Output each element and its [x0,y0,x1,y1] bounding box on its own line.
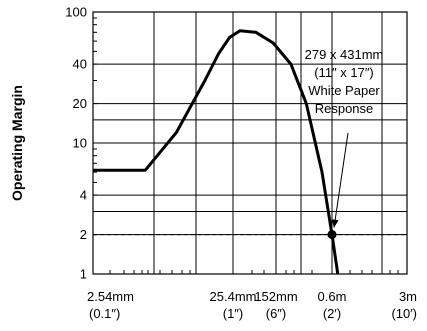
x-tick-sublabel: (6″) [266,306,287,321]
y-tick-labels: 1 2 4 10 20 40 100 [65,5,87,282]
annotation-line: Response [315,101,374,116]
x-tick-label: 0.6m [318,289,347,304]
y-tick-label: 2 [80,227,87,242]
y-tick-label: 10 [73,136,87,151]
y-tick-label: 1 [80,267,87,282]
y-axis-title: Operating Margin [9,85,25,201]
y-tick-label: 20 [73,96,87,111]
grid-lines [93,12,407,274]
annotation-line: (11″ x 17″) [314,65,374,80]
x-tick-sublabel: (0.1″) [89,306,120,321]
annotation-arrow-head [331,219,339,228]
minor-ticks [93,17,399,274]
y-tick-label: 40 [73,57,87,72]
x-tick-label: 3m [399,289,417,304]
x-tick-sublabel: (1″) [223,306,244,321]
x-tick-label: 25.4mm [210,289,257,304]
y-tick-label: 100 [65,5,87,20]
y-tick-label: 4 [80,188,87,203]
x-tick-sublabel: (10′) [391,306,417,321]
operating-margin-curve [93,29,340,275]
x-tick-label: 2.54mm [87,289,134,304]
x-tick-labels: 2.54mm (0.1″) 25.4mm (1″) 152mm (6″) 0.6m (2′) 3… [87,289,417,321]
annotation-label: 279 x 431mm (11″ x 17″) White Paper Respons… [305,47,384,116]
annotation-line: 279 x 431mm [305,47,384,62]
annotation-arrow [333,132,349,228]
white-paper-response-marker [327,230,337,240]
annotation-line: White Paper [308,83,380,98]
x-tick-sublabel: (2′) [323,306,341,321]
x-tick-label: 152mm [254,289,297,304]
